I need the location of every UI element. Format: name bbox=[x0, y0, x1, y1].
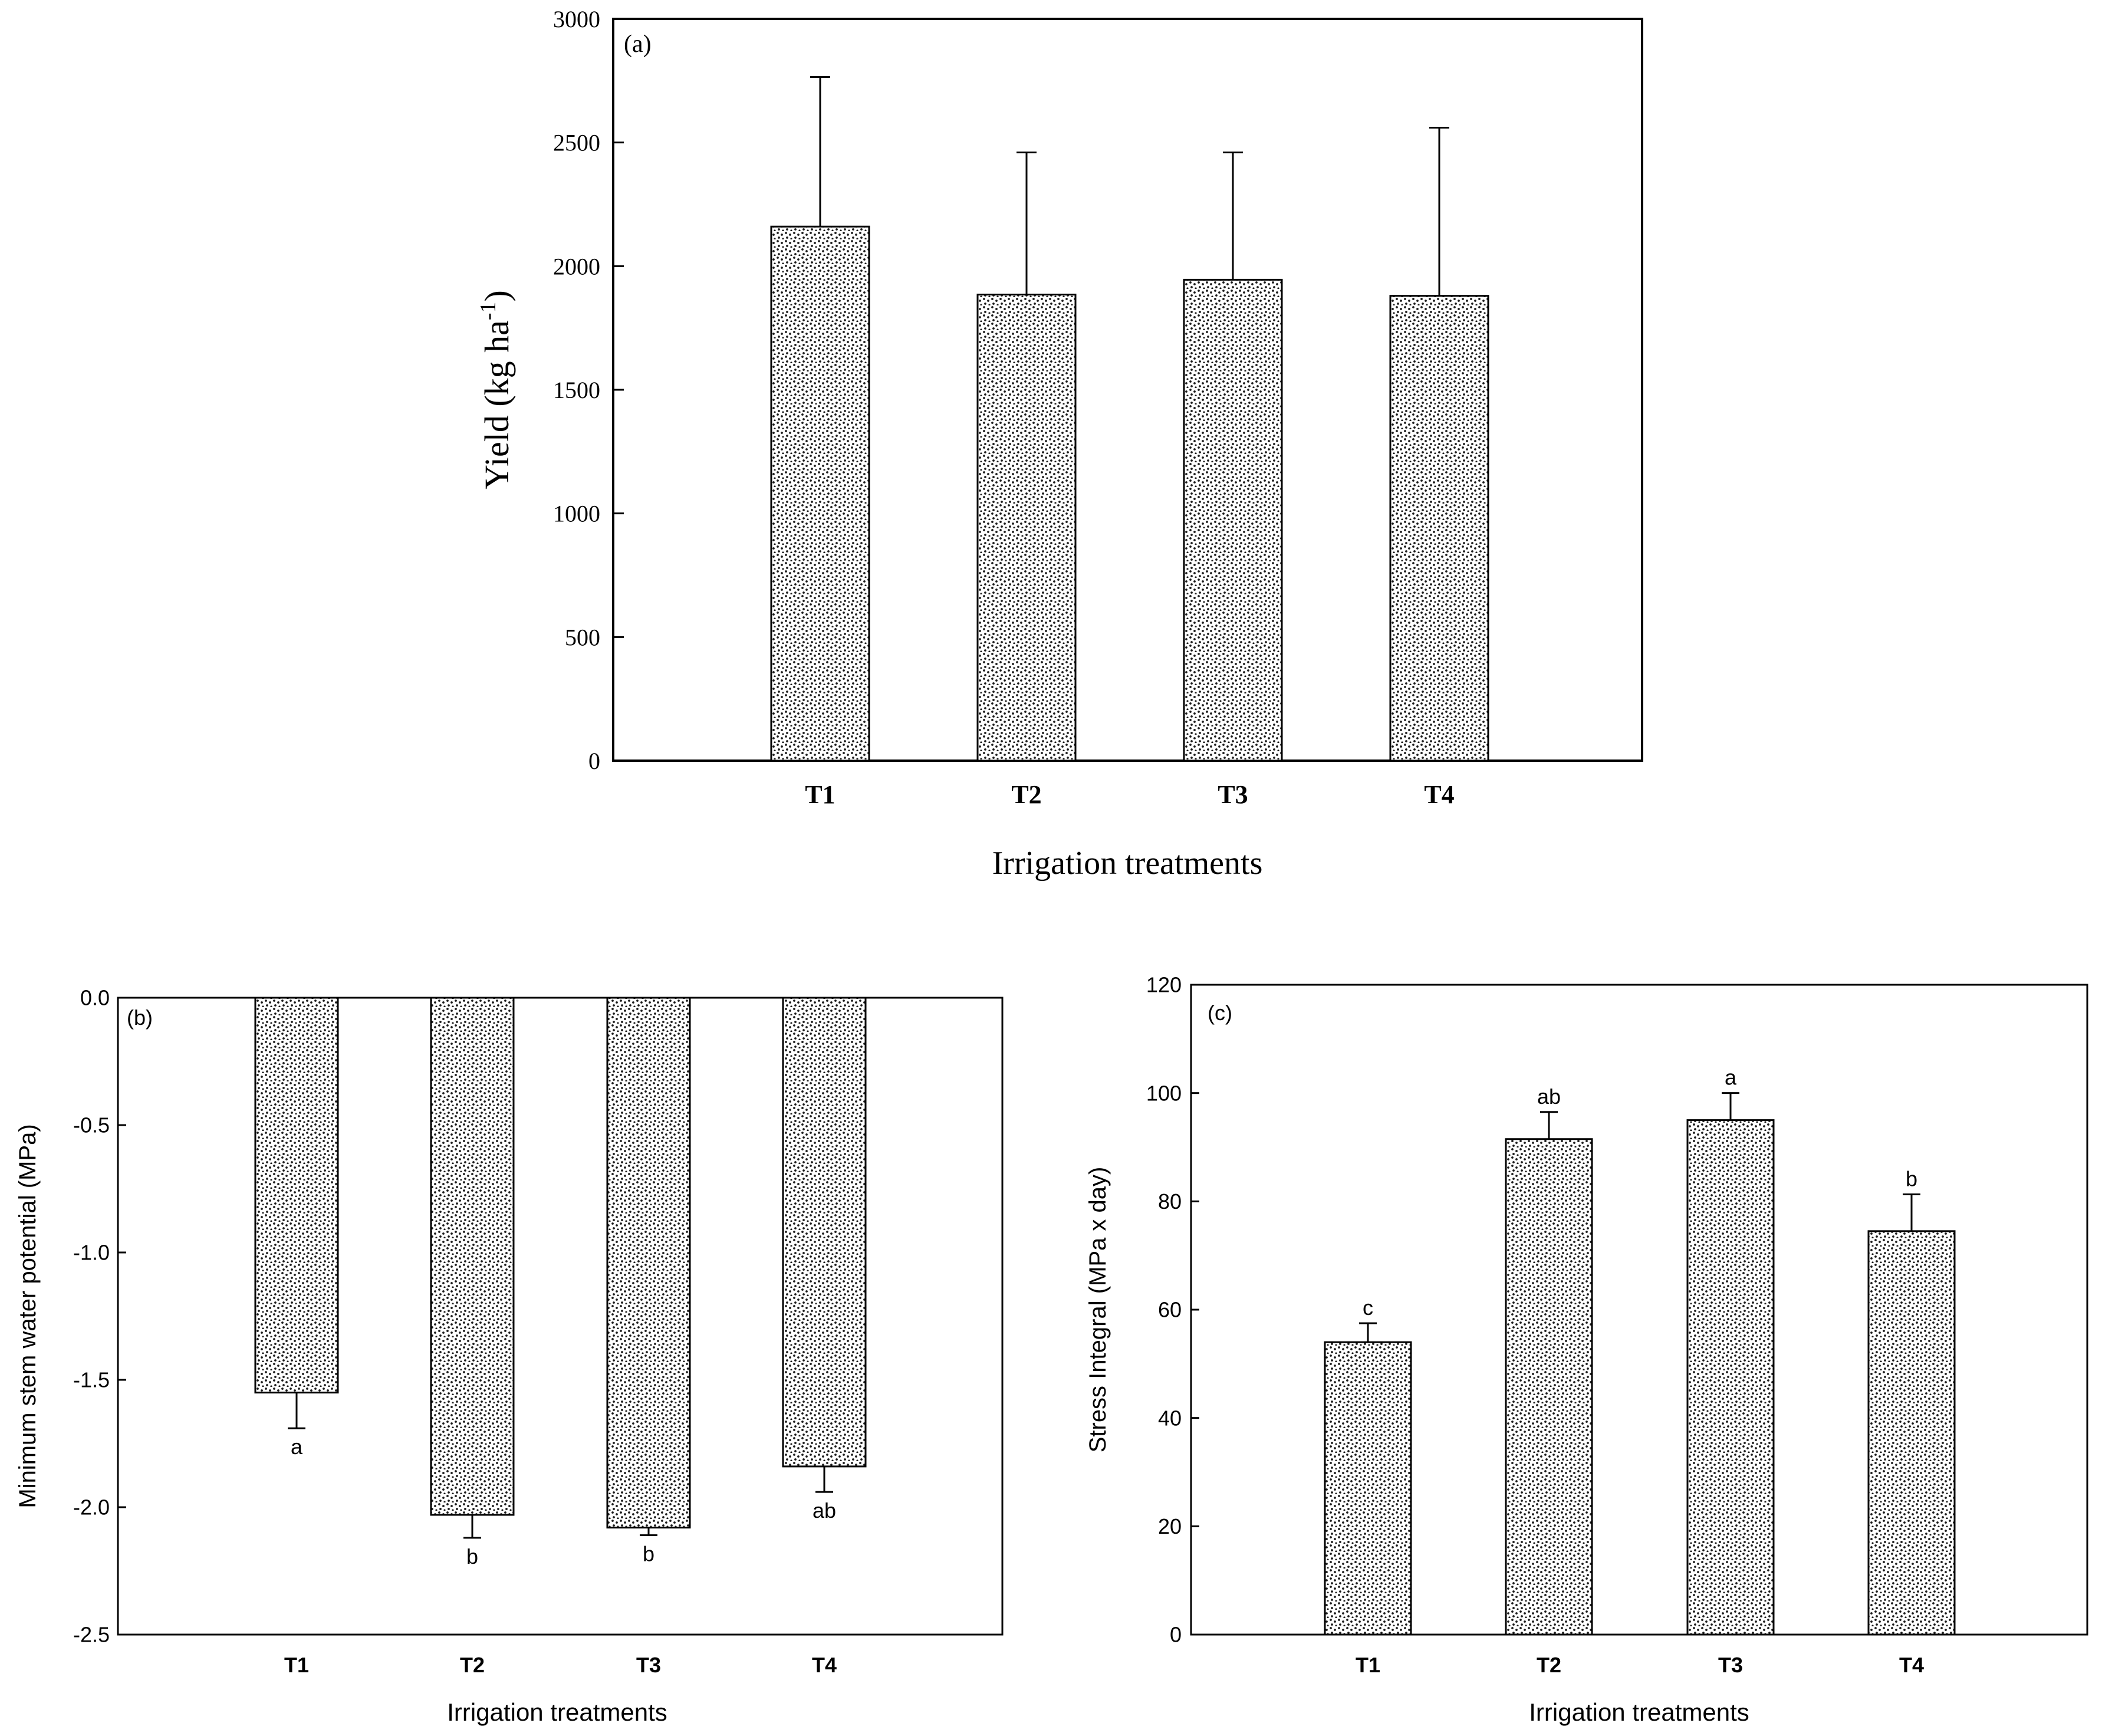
panel-a-y-axis: 0 500 1000 1500 2000 2500 3000 bbox=[553, 6, 624, 774]
significance-label-t1: a bbox=[291, 1435, 303, 1459]
y-tick-label: -1.5 bbox=[73, 1368, 110, 1392]
x-tick-label-t4: T4 bbox=[1899, 1653, 1924, 1677]
bar-t1 bbox=[770, 225, 870, 762]
y-tick-label: -2.0 bbox=[73, 1495, 110, 1520]
y-tick-label: 0 bbox=[588, 748, 600, 774]
bar-t4 bbox=[1867, 1230, 1956, 1636]
panel-c-y-axis-title: Stress Integral (MPa x day) bbox=[1085, 1167, 1111, 1453]
x-tick-label-t3: T3 bbox=[1218, 780, 1248, 809]
significance-label-t2: b bbox=[466, 1544, 478, 1569]
y-tick-label: -0.5 bbox=[73, 1113, 110, 1137]
panel-b-y-axis-title: Minimum stem water potential (MPa) bbox=[15, 1124, 41, 1508]
bar-t1 bbox=[254, 997, 339, 1394]
y-tick-label: 120 bbox=[1146, 973, 1182, 997]
panel-a-y-axis-title-main: Yield (kg ha bbox=[478, 320, 516, 489]
panel-c-x-axis-title: Irrigation treatments bbox=[1529, 1698, 1749, 1726]
panel-a-label: (a) bbox=[624, 31, 652, 58]
x-tick-label-t1: T1 bbox=[284, 1653, 309, 1677]
significance-label-t4: ab bbox=[812, 1498, 836, 1523]
y-tick-label: 60 bbox=[1158, 1298, 1182, 1322]
x-tick-label-t2: T2 bbox=[1011, 780, 1041, 809]
panel-a-yield-chart: (a) 0 500 1000 1500 2000 2500 3000 T1 T2 T3 T4 Ir… bbox=[476, 6, 1643, 882]
bar-t4 bbox=[1389, 295, 1489, 762]
y-tick-label: 80 bbox=[1158, 1189, 1182, 1214]
x-tick-label-t3: T3 bbox=[1718, 1653, 1743, 1677]
y-tick-label: 3000 bbox=[553, 6, 600, 32]
y-tick-label: 1500 bbox=[553, 377, 600, 403]
panel-c-x-axis: T1 T2 T3 T4 bbox=[1356, 1653, 1924, 1677]
x-tick-label-t2: T2 bbox=[1537, 1653, 1561, 1677]
significance-label-t4: b bbox=[1906, 1166, 1917, 1191]
bar-t3 bbox=[1686, 1119, 1775, 1636]
significance-label-t2: ab bbox=[1537, 1084, 1561, 1109]
panel-a-x-axis: T1 T2 T3 T4 bbox=[805, 780, 1454, 809]
y-tick-label: 20 bbox=[1158, 1514, 1182, 1538]
panel-b-bars: ab bab bbox=[254, 997, 867, 1569]
significance-label-t1: c bbox=[1363, 1296, 1373, 1320]
panel-c-label: (c) bbox=[1208, 1001, 1232, 1025]
panel-a-y-axis-title-end: ) bbox=[478, 290, 516, 301]
bar-t2 bbox=[1505, 1138, 1593, 1636]
bar-t2 bbox=[976, 294, 1077, 762]
y-tick-label: 500 bbox=[565, 624, 600, 650]
bar-t3 bbox=[606, 997, 691, 1529]
y-tick-label: 1000 bbox=[553, 501, 600, 527]
panel-b-plot-frame bbox=[117, 997, 1004, 1636]
significance-label-t3: b bbox=[643, 1542, 654, 1566]
x-tick-label-t4: T4 bbox=[812, 1653, 837, 1677]
y-tick-label: 40 bbox=[1158, 1406, 1182, 1430]
x-tick-label-t1: T1 bbox=[805, 780, 835, 809]
y-tick-label: 2000 bbox=[553, 253, 600, 280]
panel-a-y-axis-title-superscript: -1 bbox=[476, 301, 501, 320]
panel-b-y-axis: 0.0 -0.5 -1.0 -1.5 -2.0 -2.5 bbox=[73, 986, 126, 1647]
bar-t3 bbox=[1183, 278, 1283, 762]
panel-b-stem-water-potential-chart: (b) 0.0-0.5-1.0-1.5-2.0-2.5 ab bab T1 T2 T3… bbox=[15, 986, 1004, 1726]
panel-b-label: (b) bbox=[127, 1005, 153, 1030]
bar-t1 bbox=[1324, 1341, 1412, 1636]
x-tick-label-t2: T2 bbox=[460, 1653, 485, 1677]
x-tick-label-t1: T1 bbox=[1356, 1653, 1380, 1677]
x-tick-label-t3: T3 bbox=[636, 1653, 661, 1677]
bar-t2 bbox=[430, 997, 515, 1516]
y-tick-label: 100 bbox=[1146, 1081, 1182, 1105]
significance-label-t3: a bbox=[1725, 1066, 1737, 1090]
bar-t4 bbox=[782, 997, 867, 1468]
x-tick-label-t4: T4 bbox=[1424, 780, 1454, 809]
y-tick-label: 0.0 bbox=[80, 986, 110, 1010]
panel-b-x-axis: T1 T2 T3 T4 bbox=[284, 1653, 837, 1677]
y-tick-label: 2500 bbox=[553, 130, 600, 156]
panel-c-y-axis: 0 20 40 60 80 100 120 bbox=[1146, 973, 1199, 1647]
y-tick-label: -2.5 bbox=[73, 1623, 110, 1647]
panel-b-x-axis-title: Irrigation treatments bbox=[447, 1698, 667, 1726]
y-tick-label: 0 bbox=[1170, 1623, 1182, 1647]
panel-a-x-axis-title: Irrigation treatments bbox=[992, 845, 1263, 882]
panel-a-bars bbox=[770, 76, 1489, 762]
panel-a-y-axis-title: Yield (kg ha-1) bbox=[476, 290, 516, 489]
y-tick-label: -1.0 bbox=[73, 1241, 110, 1265]
